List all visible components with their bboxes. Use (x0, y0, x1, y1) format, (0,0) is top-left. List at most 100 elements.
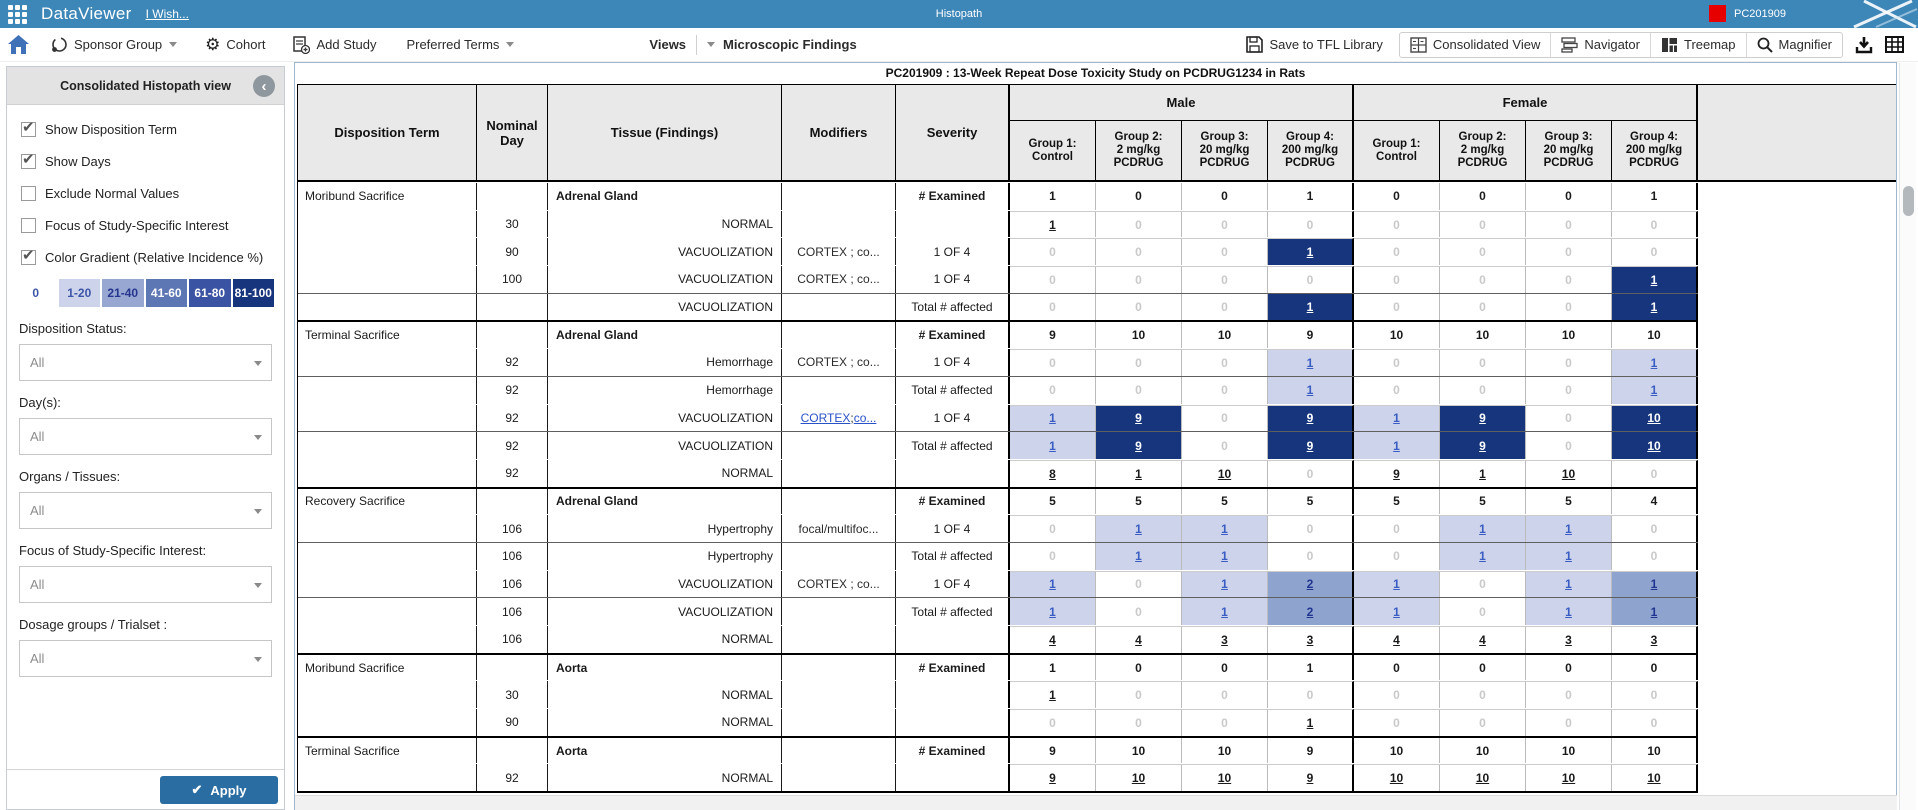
incidence-link[interactable]: 9 (1306, 771, 1314, 786)
incidence-link[interactable]: 8 (1049, 466, 1056, 481)
group-header-male-4[interactable]: Group 4: 200 mg/kg PCDRUG (1268, 121, 1354, 180)
view-selector-dropdown[interactable]: Microscopic Findings (707, 37, 857, 52)
incidence-link[interactable]: 10 (1217, 466, 1232, 481)
legend-bucket-41-60[interactable]: 41-60 (145, 279, 187, 307)
incidence-link[interactable]: 1 (1565, 522, 1572, 537)
magnifier-button[interactable]: Magnifier (1745, 32, 1842, 57)
incidence-link[interactable]: 3 (1221, 632, 1228, 647)
incidence-link[interactable]: 1 (1049, 604, 1056, 619)
legend-bucket-1-20[interactable]: 1-20 (58, 279, 100, 307)
incidence-link[interactable]: 9 (1479, 438, 1486, 453)
incidence-link[interactable]: 1 (1393, 577, 1400, 592)
incidence-link[interactable]: 1 (1049, 438, 1056, 453)
incidence-link[interactable]: 1 (1393, 438, 1400, 453)
vertical-scrollbar-thumb[interactable] (1903, 186, 1914, 216)
incidence-link[interactable]: 1 (1049, 217, 1056, 232)
save-to-tfl-button[interactable]: Save to TFL Library (1246, 36, 1383, 53)
incidence-link[interactable]: 1 (1049, 577, 1056, 592)
incidence-link[interactable]: 4 (1393, 632, 1400, 647)
sex-header-female[interactable]: Female (1354, 85, 1698, 121)
incidence-link[interactable]: 1 (1306, 383, 1314, 398)
horizontal-scrollbar[interactable] (295, 795, 1897, 810)
sex-header-male[interactable]: Male (1010, 85, 1354, 121)
incidence-link[interactable]: 10 (1389, 771, 1404, 786)
incidence-link[interactable]: 10 (1131, 771, 1146, 786)
checkbox-item-4[interactable]: Color Gradient (Relative Incidence %) (7, 241, 284, 273)
incidence-link[interactable]: 1 (1565, 577, 1572, 592)
home-button[interactable] (8, 35, 29, 54)
navigator-button[interactable]: Navigator (1550, 32, 1650, 57)
incidence-link[interactable]: 9 (1306, 438, 1314, 453)
incidence-link[interactable]: 10 (1647, 438, 1661, 453)
incidence-link[interactable]: 1 (1650, 272, 1658, 287)
filter-select-3[interactable]: All (19, 566, 272, 603)
download-button[interactable] (1855, 36, 1873, 54)
incidence-link[interactable]: 1 (1306, 300, 1314, 315)
incidence-link[interactable]: 1 (1565, 549, 1572, 564)
incidence-link[interactable]: 9 (1306, 411, 1314, 426)
i-wish-link[interactable]: I Wish... (145, 7, 189, 21)
incidence-link[interactable]: 3 (1650, 632, 1658, 647)
incidence-link[interactable]: 1 (1650, 355, 1658, 370)
column-header-2[interactable]: Tissue (Findings) (548, 85, 782, 180)
incidence-link[interactable]: 1 (1135, 522, 1142, 537)
incidence-link[interactable]: 4 (1479, 632, 1486, 647)
filter-select-1[interactable]: All (19, 418, 272, 455)
column-header-4[interactable]: Severity (896, 85, 1010, 180)
incidence-link[interactable]: 1 (1650, 300, 1658, 315)
incidence-link[interactable]: 1 (1393, 604, 1400, 619)
incidence-link[interactable]: 1 (1049, 688, 1056, 703)
filter-select-0[interactable]: All (19, 344, 272, 381)
incidence-link[interactable]: 1 (1479, 466, 1486, 481)
group-header-female-4[interactable]: Group 4: 200 mg/kg PCDRUG (1612, 121, 1698, 180)
checkbox-item-3[interactable]: Focus of Study-Specific Interest (7, 209, 284, 241)
incidence-link[interactable]: 3 (1565, 632, 1572, 647)
incidence-link[interactable]: 1 (1221, 577, 1228, 592)
incidence-link[interactable]: 1 (1049, 411, 1056, 426)
incidence-link[interactable]: 1 (1650, 604, 1658, 619)
collapse-sidebar-button[interactable]: ‹ (253, 75, 275, 97)
treemap-button[interactable]: Treemap (1649, 32, 1746, 57)
add-study-button[interactable]: Add Study (293, 35, 376, 54)
incidence-link[interactable]: 1 (1306, 245, 1314, 260)
legend-bucket-21-40[interactable]: 21-40 (102, 279, 144, 307)
vertical-scrollbar[interactable] (1899, 63, 1916, 810)
incidence-link[interactable]: 10 (1561, 466, 1576, 481)
incidence-link[interactable]: 1 (1565, 604, 1572, 619)
incidence-link[interactable]: 1 (1650, 577, 1658, 592)
incidence-link[interactable]: 4 (1049, 632, 1056, 647)
app-grid-icon[interactable] (8, 4, 27, 24)
column-header-0[interactable]: Disposition Term (298, 85, 477, 180)
export-table-button[interactable] (1885, 36, 1904, 53)
consolidated-view-button[interactable]: Consolidated View (1400, 33, 1550, 57)
incidence-link[interactable]: 9 (1479, 411, 1486, 426)
incidence-link[interactable]: 10 (1475, 771, 1490, 786)
checkbox-checked[interactable] (21, 118, 36, 137)
incidence-link[interactable]: 1 (1221, 549, 1228, 564)
checkbox-item-2[interactable]: Exclude Normal Values (7, 177, 284, 209)
checkbox-checked[interactable] (21, 150, 36, 169)
incidence-link[interactable]: 1 (1306, 715, 1314, 730)
incidence-link[interactable]: 9 (1135, 411, 1142, 426)
sponsor-group-dropdown[interactable]: Sponsor Group (51, 36, 178, 53)
filter-select-2[interactable]: All (19, 492, 272, 529)
incidence-link[interactable]: 2 (1306, 577, 1314, 592)
incidence-link[interactable]: 1 (1221, 604, 1228, 619)
legend-bucket-0[interactable]: 0 (15, 279, 57, 307)
group-header-female-3[interactable]: Group 3: 20 mg/kg PCDRUG (1526, 121, 1612, 180)
column-header-1[interactable]: Nominal Day (477, 85, 548, 180)
checkbox-unchecked[interactable] (21, 185, 36, 201)
cohort-button[interactable]: ⚙ Cohort (205, 36, 265, 53)
incidence-link[interactable]: 1 (1479, 549, 1486, 564)
incidence-link[interactable]: 10 (1647, 411, 1661, 426)
incidence-link[interactable]: 10 (1217, 771, 1232, 786)
checkbox-unchecked[interactable] (21, 217, 36, 233)
apply-button[interactable]: ✔ Apply (160, 776, 278, 804)
incidence-link[interactable]: 10 (1561, 771, 1576, 786)
incidence-link[interactable]: 1 (1221, 522, 1228, 537)
incidence-link[interactable]: 9 (1393, 466, 1400, 481)
incidence-link[interactable]: 1 (1135, 466, 1142, 481)
incidence-link[interactable]: 1 (1306, 355, 1314, 370)
incidence-link[interactable]: 2 (1306, 604, 1314, 619)
incidence-link[interactable]: 4 (1135, 632, 1142, 647)
